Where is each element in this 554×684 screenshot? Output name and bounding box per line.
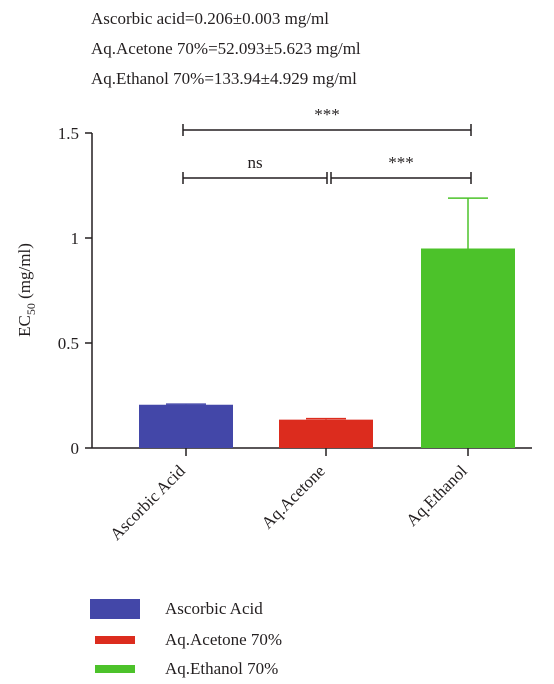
legend-label-ethanol: Aq.Ethanol 70%: [165, 659, 279, 678]
y-axis-label-sub: 50: [24, 303, 38, 315]
bar: [139, 404, 233, 448]
legend-item-acetone: Aq.Acetone 70%: [90, 629, 282, 651]
y-axis-label-unit: (mg/ml): [15, 243, 34, 303]
significance-label: ***: [388, 153, 414, 172]
significance-brackets: *** ns ***: [182, 105, 472, 184]
y-tick-label: 1: [71, 229, 80, 248]
bars: [139, 197, 515, 448]
legend-label-ascorbic: Ascorbic Acid: [165, 599, 263, 618]
y-tick-label: 1.5: [58, 124, 79, 143]
legend-item-ethanol: Aq.Ethanol 70%: [90, 658, 278, 680]
y-axis: 0 0.5 1 1.5: [58, 124, 93, 458]
annotation-ascorbic: Ascorbic acid=0.206±0.003 mg/ml: [91, 9, 329, 28]
legend-item-ascorbic: Ascorbic Acid: [90, 598, 263, 620]
significance-label: ns: [247, 153, 262, 172]
y-axis-label-main: EC: [15, 315, 34, 337]
bar: [421, 248, 515, 448]
bar-chart: 0 0.5 1 1.5 Ascorbic Acid Aq.Acetone Aq.Ethan…: [15, 105, 532, 544]
legend-swatch-ascorbic: [90, 599, 140, 619]
significance-label: ***: [314, 105, 340, 124]
y-tick-label: 0.5: [58, 334, 79, 353]
legend-swatch-ethanol: [95, 665, 135, 673]
y-axis-label: EC50 (mg/ml): [15, 243, 38, 337]
bar: [279, 419, 373, 448]
x-tick-label: Ascorbic Acid: [106, 461, 189, 544]
x-tick-label: Aq.Acetone: [258, 461, 329, 532]
legend-swatch-acetone: [95, 636, 135, 644]
x-tick-label: Aq.Ethanol: [402, 461, 471, 530]
x-axis: Ascorbic Acid Aq.Acetone Aq.Ethanol: [92, 447, 532, 544]
legend-label-acetone: Aq.Acetone 70%: [165, 630, 283, 649]
annotation-ethanol: Aq.Ethanol 70%=133.94±4.929 mg/ml: [91, 69, 357, 88]
y-tick-label: 0: [71, 439, 80, 458]
annotation-acetone: Aq.Acetone 70%=52.093±5.623 mg/ml: [91, 39, 361, 58]
